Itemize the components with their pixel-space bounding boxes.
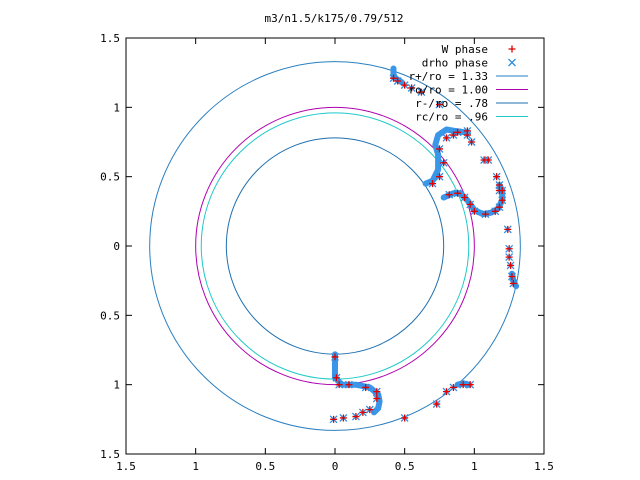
series-0-point-47 <box>480 156 488 164</box>
series-0-point-21 <box>459 381 467 389</box>
series-0-point-25 <box>401 414 409 422</box>
y-tick-label-4: 0.5 <box>100 309 120 322</box>
series-0-point-4 <box>417 88 425 96</box>
phase-markers <box>329 74 518 424</box>
x-tick-label-5: 1 <box>471 460 478 473</box>
legend-label-1: drho phase <box>422 57 488 70</box>
series-0-point-12 <box>495 203 503 211</box>
series-0-point-37 <box>331 353 339 361</box>
series-0-point-18 <box>454 189 462 197</box>
series-0-point-44 <box>454 128 462 136</box>
series-0-point-22 <box>449 383 457 391</box>
series-0-point-11 <box>498 196 506 204</box>
series-0-point-5 <box>436 101 443 109</box>
series-0-point-17 <box>461 193 469 201</box>
x-tick-label-1: 1 <box>192 460 199 473</box>
y-tick-label-2: 0.5 <box>100 171 120 184</box>
series-0-point-26 <box>330 415 338 423</box>
series-0-point-43 <box>449 131 457 139</box>
phase-curve-3 <box>332 351 383 416</box>
series-0-point-15 <box>470 207 478 215</box>
series-0-point-50 <box>505 245 513 253</box>
series-0-point-29 <box>359 408 367 416</box>
legend-label-5: rc/ro = .96 <box>415 111 488 124</box>
y-tick-label-1: 1 <box>113 101 120 114</box>
legend-label-2: r+/ro = 1.33 <box>409 70 488 83</box>
legend-label-3: ro/ro = 1.00 <box>409 84 488 97</box>
y-tick-label-5: 1 <box>113 379 120 392</box>
legend-label-0: W phase <box>442 43 488 56</box>
series-0-point-54 <box>509 279 517 287</box>
x-tick-label-3: 0 <box>332 460 339 473</box>
series-0-point-0 <box>390 74 398 82</box>
series-0-point-20 <box>466 381 474 389</box>
series-0-point-39 <box>436 173 443 181</box>
series-0-point-19 <box>445 191 453 199</box>
series-0-point-27 <box>339 414 347 422</box>
x-tick-label-0: 1.5 <box>116 460 136 473</box>
series-0-point-3 <box>408 84 416 92</box>
series-0-point-34 <box>345 381 353 389</box>
circle-2 <box>225 137 445 355</box>
phase-curve-2 <box>422 126 468 187</box>
x-tick-label-4: 0.5 <box>395 460 415 473</box>
series-0-point-14 <box>481 210 489 218</box>
series-0-point-8 <box>493 173 501 181</box>
legend-marker-0 <box>508 45 516 53</box>
series-0-point-1 <box>394 77 402 85</box>
series-0-point-31 <box>373 395 381 403</box>
series-0-point-33 <box>362 383 370 391</box>
y-tick-label-6: 1.5 <box>100 448 120 461</box>
x-tick-label-6: 1.5 <box>534 460 554 473</box>
circle-3 <box>200 112 470 380</box>
circle-0 <box>149 61 521 431</box>
series-0-point-53 <box>508 273 516 281</box>
y-tick-label-3: 0 <box>113 240 120 253</box>
circle-1 <box>195 106 475 386</box>
series-0-point-30 <box>366 406 374 414</box>
series-0-point-13 <box>491 207 499 215</box>
series-0-point-35 <box>335 381 343 389</box>
series-0-point-40 <box>440 159 448 167</box>
series-0-point-36 <box>332 374 340 382</box>
legend-marker-1 <box>508 58 516 67</box>
series-0-point-28 <box>352 413 360 421</box>
series-0-point-42 <box>442 134 450 142</box>
series-0-point-41 <box>436 145 443 153</box>
series-0-point-38 <box>429 180 437 188</box>
series-0-point-48 <box>495 187 503 195</box>
y-tick-label-0: 1.5 <box>100 32 120 45</box>
series-0-point-24 <box>433 400 441 408</box>
series-0-point-45 <box>463 131 471 139</box>
series-0-point-23 <box>442 388 450 396</box>
series-0-point-51 <box>505 253 513 261</box>
series-0-point-2 <box>401 81 409 89</box>
axis-ticks: 1.5 1 0.5 0 0.5 1 1.51.510.500.511.5 <box>100 32 554 473</box>
series-0-point-16 <box>466 200 474 208</box>
series-0-point-46 <box>468 138 476 146</box>
legend-label-4: r-/ro = .78 <box>415 97 488 110</box>
x-tick-label-2: 0.5 <box>255 460 275 473</box>
series-0-point-49 <box>504 225 512 233</box>
series-0-point-52 <box>507 261 515 269</box>
chart-title: m3/n1.5/k175/0.79/512 <box>264 12 403 25</box>
series-0-point-32 <box>373 388 381 396</box>
